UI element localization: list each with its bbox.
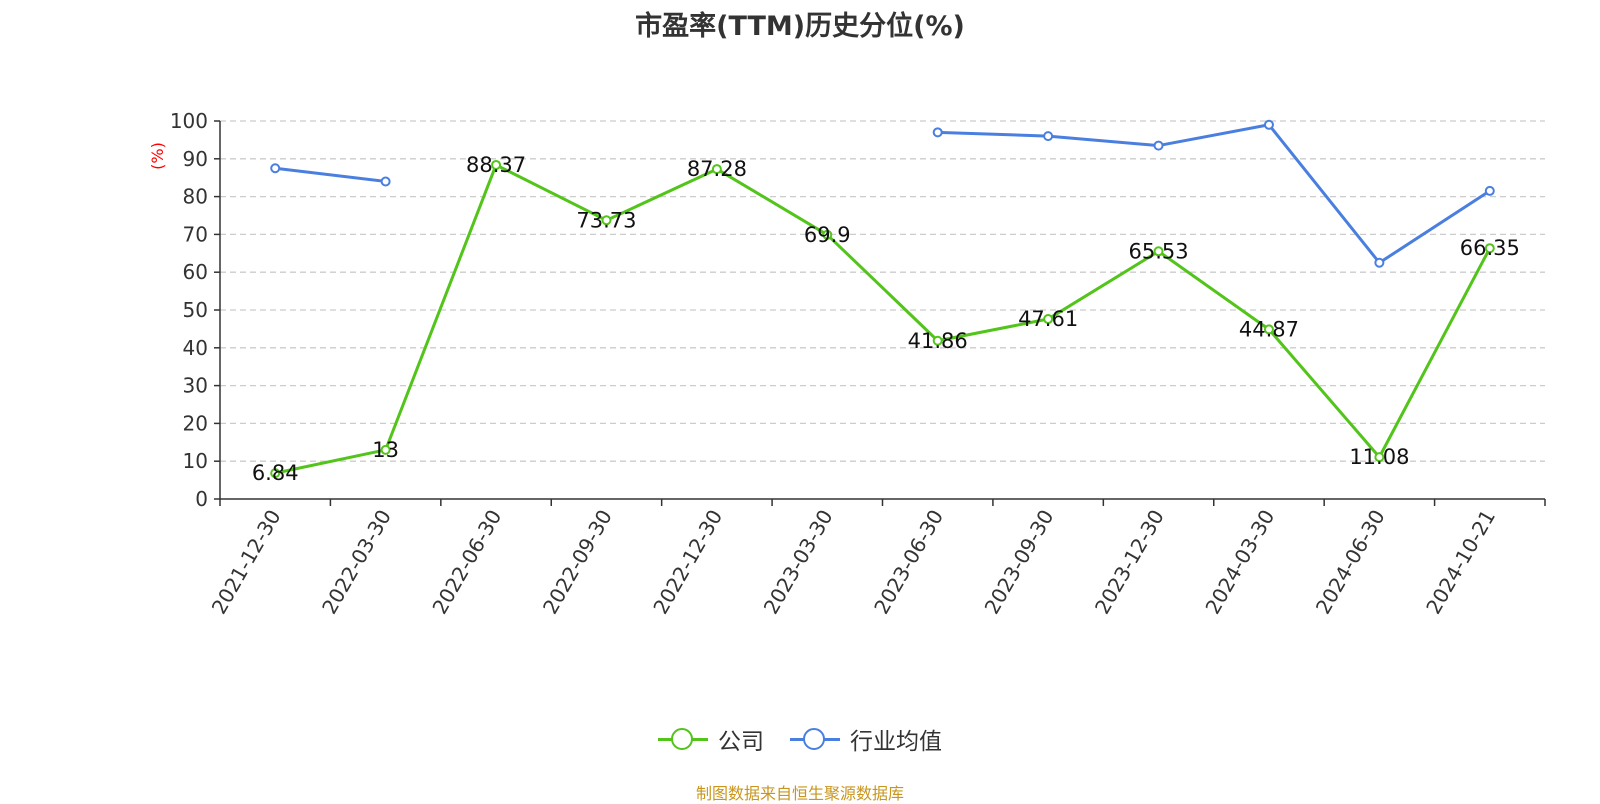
data-label: 88.37 [466, 153, 526, 177]
series-point-1 [932, 127, 943, 138]
data-label: 66.35 [1460, 236, 1520, 260]
x-tick-label: 2023-09-30 [980, 506, 1059, 619]
series-point-0 [1153, 246, 1164, 257]
data-label: 13 [372, 438, 399, 462]
x-tick-label: 2021-12-30 [207, 506, 286, 619]
data-label: 65.53 [1128, 239, 1188, 263]
legend-item-1[interactable]: 行业均值 [790, 722, 942, 756]
series-point-0 [1043, 314, 1054, 325]
x-tick-label: 2022-03-30 [317, 506, 396, 619]
x-tick-label: 2024-06-30 [1311, 506, 1390, 619]
legend-swatch [658, 725, 708, 753]
x-tick-label: 2024-03-30 [1200, 506, 1279, 619]
data-label: 44.87 [1239, 317, 1299, 341]
y-tick-label: 0 [195, 487, 208, 511]
series-point-0 [380, 444, 391, 455]
series-point-0 [491, 159, 502, 170]
series-point-0 [822, 229, 833, 240]
x-tick-label: 2023-06-30 [869, 506, 948, 619]
data-labels: 6.84 13 88.37 73.73 87.28 69.9 41.86 47.61 65.53… [252, 153, 1520, 485]
data-label: 87.28 [687, 157, 747, 181]
legend-swatch [790, 725, 840, 753]
legend-label: 公司 [718, 729, 764, 755]
series-point-1 [1263, 119, 1274, 130]
series-point-1 [380, 176, 391, 187]
y-tick-label: 10 [183, 449, 208, 473]
y-tick-label: 30 [183, 374, 208, 398]
data-label: 73.73 [576, 208, 636, 232]
y-tick-label: 20 [183, 411, 208, 435]
series-point-1 [1484, 185, 1495, 196]
data-label: 47.61 [1018, 307, 1078, 331]
chart-title: 市盈率(TTM)历史分位(%) [635, 11, 965, 42]
y-tick-label: 40 [183, 336, 208, 360]
legend-label: 行业均值 [850, 729, 942, 755]
series-layer [270, 119, 1495, 479]
x-tick-label: 2024-10-21 [1421, 506, 1500, 619]
data-label: 69.9 [804, 223, 851, 247]
axes: 0 10 20 30 40 50 60 70 80 90 100 2021-12-30 2022-03-… [170, 109, 1546, 619]
series-point-1 [1153, 140, 1164, 151]
series-point-1 [1043, 131, 1054, 142]
y-tick-label: 90 [183, 147, 208, 171]
data-label: 11.08 [1349, 445, 1409, 469]
y-tick-label: 60 [183, 260, 208, 284]
series-point-0 [601, 215, 612, 226]
x-tick-label: 2022-09-30 [538, 506, 617, 619]
x-tick-label: 2022-06-30 [427, 506, 506, 619]
x-tick-label: 2023-12-30 [1090, 506, 1169, 619]
series-point-1 [270, 163, 281, 174]
data-label: 6.84 [252, 461, 299, 485]
series-point-0 [711, 164, 722, 175]
series-point-0 [932, 335, 943, 346]
legend-item-0[interactable]: 公司 [658, 722, 764, 756]
series-line-0 [274, 163, 1492, 475]
y-tick-label: 50 [183, 298, 208, 322]
y-tick-label: 70 [183, 222, 208, 246]
legend: 公司 行业均值 [0, 722, 1600, 756]
grid-lines [220, 120, 1545, 462]
series-line-1 [937, 123, 1491, 265]
series-point-0 [1374, 452, 1385, 463]
y-axis-label: (%) [148, 142, 167, 170]
data-label: 41.86 [908, 329, 968, 353]
series-point-0 [1263, 324, 1274, 335]
y-tick-label: 100 [170, 109, 208, 133]
x-tick-label: 2023-03-30 [759, 506, 838, 619]
series-line-1 [275, 166, 386, 183]
x-tick-label: 2022-12-30 [648, 506, 727, 619]
series-point-1 [1374, 257, 1385, 268]
source-note: 制图数据来自恒生聚源数据库 [695, 784, 904, 803]
series-point-0 [1484, 243, 1495, 254]
series-point-0 [270, 468, 281, 479]
y-tick-label: 80 [183, 185, 208, 209]
